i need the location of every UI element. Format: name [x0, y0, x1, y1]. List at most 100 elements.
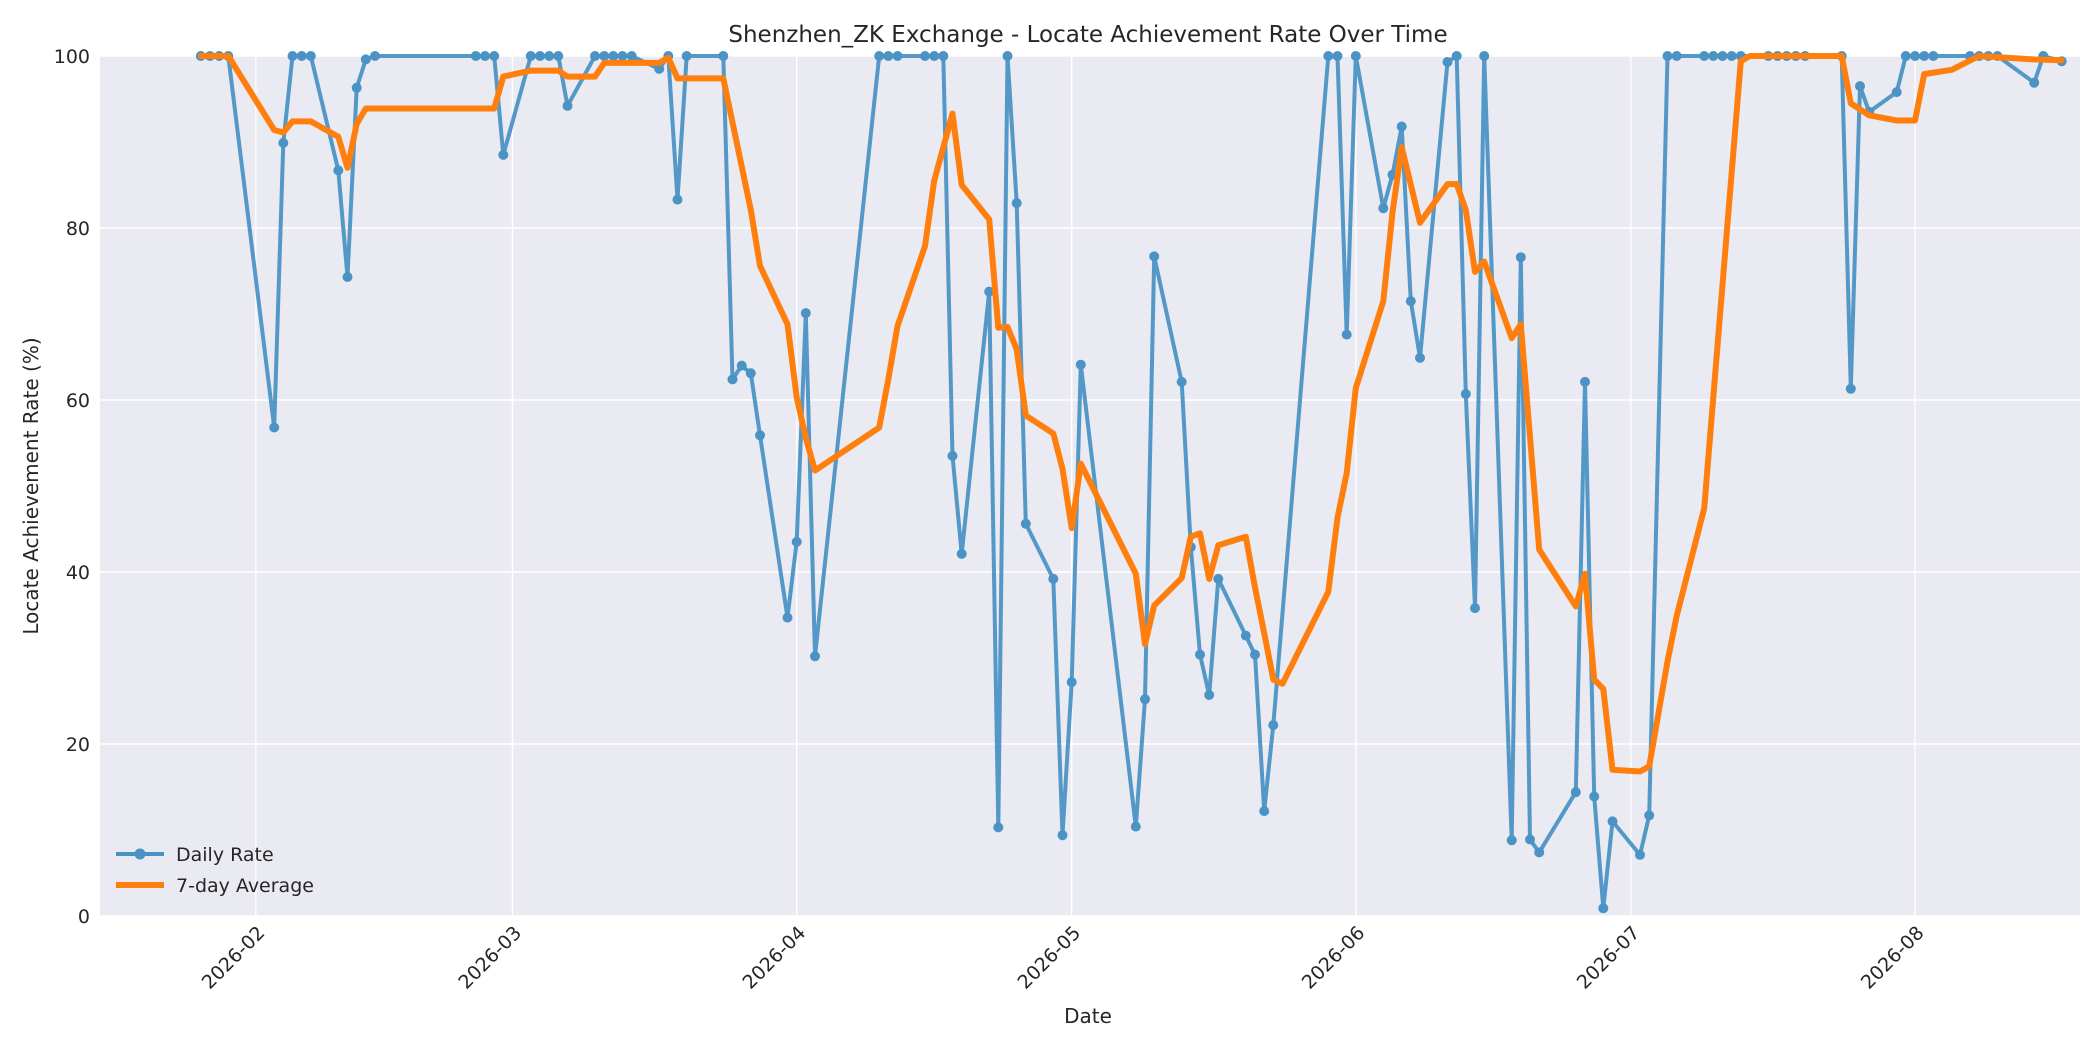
daily-rate-point [929, 51, 940, 61]
legend: Daily Rate 7-day Average [116, 844, 314, 897]
daily-rate-point [947, 450, 958, 461]
daily-rate-point [342, 272, 353, 282]
daily-rate-point [1515, 252, 1526, 263]
daily-rate-point [1910, 51, 1920, 61]
daily-rate-point [525, 51, 536, 61]
daily-rate-point [1066, 677, 1077, 688]
daily-rate-point [1635, 849, 1645, 860]
daily-rate-point [1570, 787, 1581, 798]
x-tick-label: 2026-02 [198, 922, 270, 994]
daily-rate-point [718, 51, 729, 61]
daily-rate-point [590, 51, 600, 61]
daily-rate-point [874, 51, 885, 61]
daily-rate-point [654, 63, 665, 74]
daily-rate-point [791, 536, 802, 547]
daily-rate-point [1699, 51, 1710, 61]
daily-rate-point [993, 822, 1004, 833]
daily-rate-point [892, 51, 903, 61]
daily-rate-point [1928, 51, 1939, 61]
daily-rate-point [920, 51, 930, 61]
daily-rate-point [498, 149, 509, 160]
daily-rate-point [1506, 835, 1517, 846]
daily-rate-point [736, 360, 747, 371]
daily-rate-point [1378, 203, 1389, 214]
x-tick-label: 2026-08 [1857, 922, 1929, 994]
daily-rate-point [1580, 376, 1590, 387]
legend-daily-marker [134, 848, 146, 860]
daily-rate-point [1442, 57, 1453, 67]
daily-rate-point [1415, 352, 1425, 363]
daily-rate-point [1195, 649, 1205, 660]
daily-rate-point [1479, 51, 1490, 61]
daily-rate-point [1020, 518, 1031, 529]
daily-rate-point [351, 82, 362, 93]
daily-rate-point [810, 651, 820, 662]
legend-daily-label: Daily Rate [176, 844, 274, 866]
x-tick-label: 2026-03 [454, 922, 526, 994]
daily-rate-point [1726, 51, 1737, 61]
series-layer [195, 51, 2067, 914]
chart-title: Shenzhen_ZK Exchange - Locate Achievemen… [728, 22, 1447, 48]
daily-rate-point [1240, 630, 1251, 641]
daily-rate-point [1149, 251, 1160, 262]
daily-rate-point [370, 51, 380, 61]
daily-rate-point [1341, 329, 1352, 340]
y-tick-label: 20 [66, 734, 90, 756]
daily-rate-point [782, 612, 793, 623]
daily-rate-point [489, 51, 500, 61]
series-group [195, 51, 2067, 914]
daily-rate-point [1075, 359, 1086, 370]
daily-rate-point [681, 51, 692, 61]
daily-rate-point [1213, 573, 1224, 584]
daily-rate-point [626, 51, 637, 61]
daily-rate-point [470, 51, 481, 61]
daily-rate-point [553, 51, 564, 61]
daily-rate-point [287, 51, 298, 61]
x-tick-label: 2026-07 [1573, 922, 1645, 994]
daily-rate-point [278, 137, 289, 148]
daily-rate-point [599, 51, 610, 61]
y-tick-label: 80 [66, 218, 90, 240]
daily-rate-point [562, 100, 573, 111]
daily-rate-point [1708, 51, 1719, 61]
y-tick-label: 60 [66, 390, 90, 412]
daily-rate-point [1671, 51, 1682, 61]
daily-rate-point [755, 430, 765, 441]
grid-lines [100, 55, 2080, 917]
daily-rate-point [1900, 51, 1911, 61]
daily-rate-point [1845, 383, 1856, 394]
daily-rate-point [1176, 376, 1187, 387]
daily-rate-point [1598, 903, 1609, 914]
daily-rate-point [1350, 51, 1361, 61]
x-axis-label: Date [1064, 1004, 1112, 1028]
daily-rate-point [1057, 830, 1068, 841]
daily-rate-point [956, 548, 967, 559]
daily-rate-point [883, 51, 894, 61]
daily-rate-point [1470, 603, 1480, 614]
daily-rate-point [1130, 821, 1141, 832]
daily-rate-point [800, 308, 811, 319]
daily-rate-point [1855, 81, 1865, 92]
y-axis-label: Locate Achievement Rate (%) [19, 337, 43, 634]
y-tick-label: 100 [54, 46, 90, 68]
daily-rate-point [1405, 296, 1416, 307]
daily-rate-point [480, 51, 490, 61]
daily-rate-point [1204, 690, 1215, 700]
daily-rate-point [544, 51, 555, 61]
daily-rate-point [727, 374, 738, 385]
daily-rate-point [1268, 720, 1279, 731]
daily-rate-point [1460, 389, 1471, 399]
daily-rate-point [938, 51, 949, 61]
daily-rate-point [745, 368, 756, 379]
x-tick-label: 2026-06 [1298, 922, 1370, 994]
daily-rate-point [1534, 847, 1545, 858]
daily-rate-point [1662, 51, 1673, 61]
seven-day-average-line [197, 53, 2065, 775]
daily-rate-point [1891, 87, 1902, 98]
x-tick-label: 2026-05 [1014, 922, 1086, 994]
legend-avg-label: 7-day Average [176, 875, 314, 897]
daily-rate-point [333, 165, 344, 176]
daily-rate-point [984, 286, 995, 297]
y-tick-label: 40 [66, 562, 90, 584]
daily-rate-point [360, 54, 371, 65]
